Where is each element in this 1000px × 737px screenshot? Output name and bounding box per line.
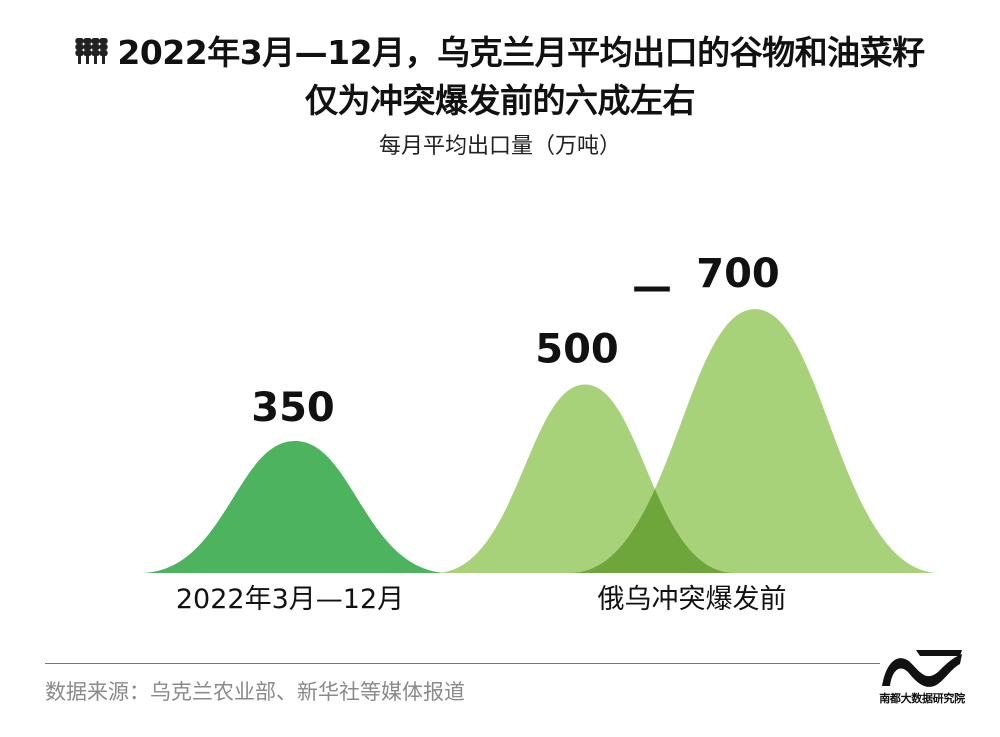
chart-title-line2: 仅为冲突爆发前的六成左右: [305, 81, 696, 120]
chart-subtitle: 每月平均出口量（万吨）: [378, 134, 621, 159]
data-source: 数据来源：乌克兰农业部、新华社等媒体报道: [45, 680, 465, 704]
brand-logo: [882, 650, 962, 687]
curve-overlap: [570, 384, 735, 573]
range-separator: —: [632, 264, 672, 310]
chart-title-line1: 2022年3月—12月，乌克兰月平均出口的谷物和油菜籽: [0, 26, 1000, 76]
footer-divider: [45, 663, 880, 664]
curve-2022: [140, 441, 450, 573]
wheat-icon: [75, 34, 109, 76]
value-label-700: 700: [696, 251, 780, 297]
brand-logo-text: 南都大数据研究院: [879, 692, 965, 705]
value-label-350: 350: [251, 385, 335, 431]
value-label-500: 500: [535, 327, 619, 373]
category-label-2022: 2022年3月—12月: [176, 584, 404, 615]
category-label-prewar: 俄乌冲突爆发前: [598, 584, 787, 615]
